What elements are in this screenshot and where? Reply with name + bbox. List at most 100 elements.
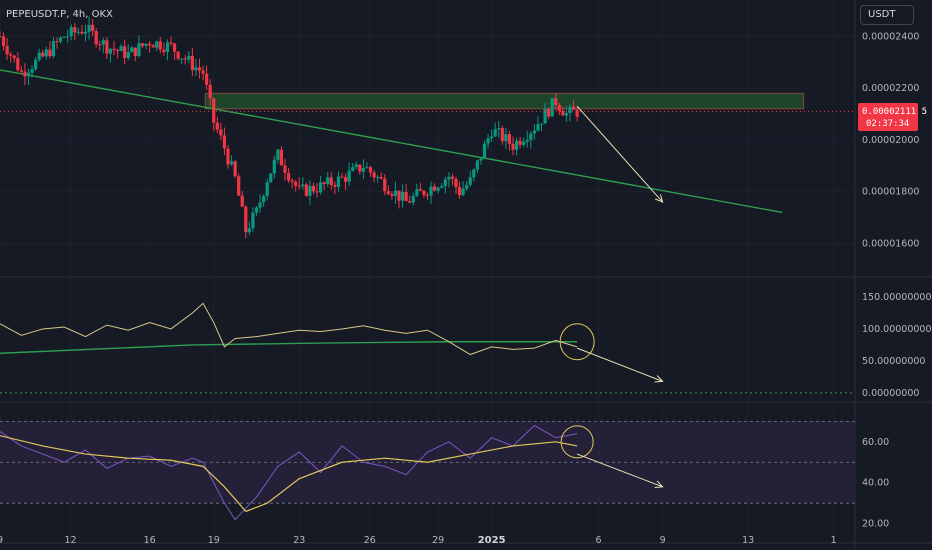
candle-body [229,161,234,165]
candle-body [172,43,177,52]
rsi-arrow-head [654,480,664,488]
candle-body [251,212,255,229]
candle-body [187,55,191,60]
candle-body [547,108,551,117]
candle-body [130,47,134,53]
price-axis[interactable]: 0.00002400 0.00002200 0.00002000 0.00001800… [862,31,919,249]
price-arrow-shaft [576,105,663,203]
candle-body [140,43,145,46]
candle-body [408,201,412,203]
time-tick-label: 29 [432,535,444,546]
candle-body [265,182,269,196]
candle-body [155,41,159,48]
candle-body [379,176,383,179]
candle-body [504,134,508,142]
candle-body [1,36,6,46]
candle-body [16,58,20,71]
candle-body [550,98,554,117]
oscillator-lines [0,302,855,394]
candle-body [76,31,80,33]
candle-body [180,58,184,60]
candle-body [308,185,312,196]
candle-body [425,194,430,196]
rsi-circle [560,425,594,459]
candle-body [254,207,259,213]
candle-body [194,67,198,71]
rsi-tick-label: 20.00 [862,519,889,530]
candle-body [51,41,56,57]
candle-body [511,143,515,150]
price-tick-label: 0.00002000 [862,135,919,146]
candle-body [440,185,444,188]
candle-body [564,113,569,116]
candle-body [347,170,351,182]
trendline [0,69,783,214]
candle-body [219,129,223,136]
candle-body [404,191,408,202]
candle-body [98,44,102,46]
candle-body [62,36,66,38]
time-tick-label: 9 [660,535,666,546]
candle-body [279,149,284,166]
candle-body [436,187,440,191]
rsi-ma-line [0,435,578,513]
candle-body [208,84,212,99]
candle-body [322,182,326,185]
candlesticks[interactable] [0,16,579,239]
candle-body [48,49,52,57]
candle-body [115,49,120,51]
candle-body [133,47,137,57]
oscillator-highlight-circle [559,323,595,361]
rsi-main-line [0,424,578,521]
price-badge-countdown: 02:37:34 [866,119,909,129]
rsi-axis[interactable]: 60.00 40.00 20.00 [862,437,889,530]
price-badge-price: 0.00002111 5 [862,107,927,117]
candle-body [286,172,291,181]
candle-body [262,195,266,203]
time-tick-label: 9 [0,535,3,546]
time-axis[interactable]: 9 12 16 19 23 26 29 2025 6 9 13 1 [0,535,837,546]
oscillator-axis[interactable]: 150.00000000 100.00000000 50.00000000 0.000… [862,292,932,399]
candle-body [475,160,479,170]
rsi-highlight-circle [560,425,594,459]
rsi-projection-arrow [576,453,664,488]
candle-body [301,184,305,187]
candle-body [247,228,251,233]
price-badge: 0.00002111 5 02:37:34 [858,103,927,131]
candle-body [80,31,84,34]
candle-body [126,52,130,59]
candle-body [12,55,16,59]
candle-body [415,189,419,196]
candle-body [479,158,483,161]
candle-body [222,135,227,149]
candle-body [165,42,170,52]
oscillator-projection-arrow [576,347,664,383]
candle-body [557,104,561,111]
candle-body [162,49,166,52]
candle-body [454,178,458,188]
candle-body [87,24,91,32]
candle-body [457,187,462,196]
candle-body [543,108,547,124]
candle-body [297,185,301,187]
candle-body [44,49,48,57]
candle-body [518,140,522,145]
candle-body [354,164,358,168]
oscillator-main-line [0,302,578,356]
currency-button[interactable]: USDT [860,5,914,25]
candle-body [226,148,230,165]
resistance-zone [204,92,805,110]
oscillator-arrow-head [654,375,664,383]
candle-body [486,138,490,144]
candle-body [41,52,45,57]
candle-body [19,70,23,72]
price-tick-label: 0.00002400 [862,31,919,42]
rsi-tick-label: 40.00 [862,478,889,489]
candle-body [539,123,544,125]
candle-body [215,122,219,130]
candle-body [276,149,280,160]
candle-body [468,177,472,185]
rsi-arrow-shaft [576,453,663,488]
candle-body [514,140,519,150]
